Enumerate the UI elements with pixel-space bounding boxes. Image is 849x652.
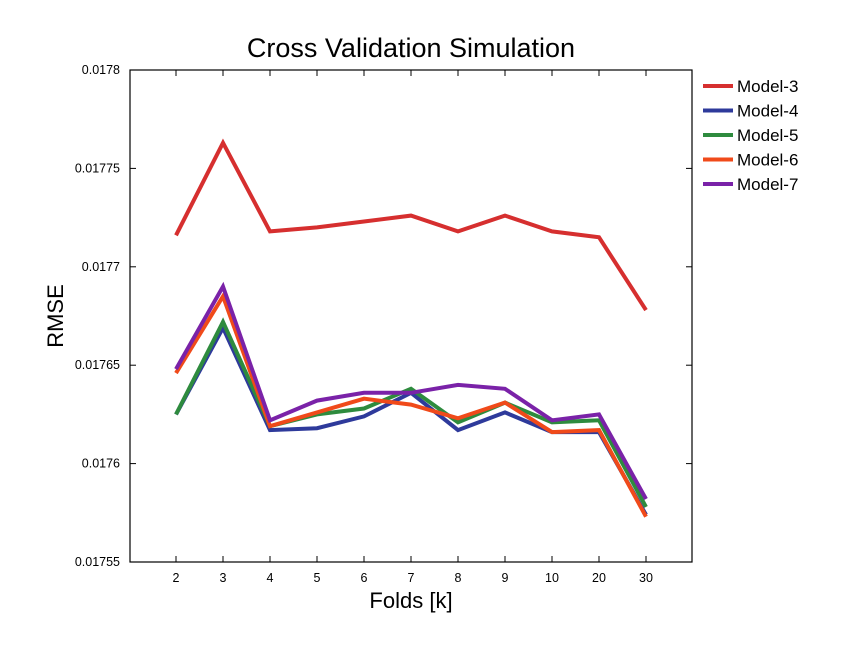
legend-label: Model-6: [737, 151, 798, 170]
legend-item-model-6: Model-6: [703, 151, 798, 170]
x-tick-label: 6: [361, 571, 368, 585]
legend-item-model-3: Model-3: [703, 77, 798, 96]
series-line-model-3: [174, 138, 648, 312]
series-line-model-7: [174, 281, 648, 500]
y-axis-ticks: 0.01755 0.0176 0.01765 0.0177 0.01775 0.0178: [75, 63, 692, 569]
series-line-model-6: [174, 291, 648, 518]
y-axis-label: RMSE: [43, 284, 68, 348]
legend-item-model-5: Model-5: [703, 126, 798, 145]
legend-label: Model-3: [737, 77, 798, 96]
legend-label: Model-5: [737, 126, 798, 145]
x-tick-label: 4: [267, 571, 274, 585]
x-tick-label: 3: [220, 571, 227, 585]
y-tick-label: 0.0176: [82, 457, 120, 471]
x-tick-label: 30: [639, 571, 653, 585]
legend-label: Model-7: [737, 175, 798, 194]
plot-frame: [129, 69, 693, 563]
legend-item-model-4: Model-4: [703, 102, 798, 121]
x-tick-label: 5: [314, 571, 321, 585]
x-tick-label: 8: [455, 571, 462, 585]
legend-item-model-7: Model-7: [703, 175, 798, 194]
x-tick-label: 20: [592, 571, 606, 585]
y-tick-label: 0.0177: [82, 260, 120, 274]
series-lines: [174, 138, 648, 518]
y-tick-label: 0.0178: [82, 63, 120, 77]
y-tick-label: 0.01755: [75, 555, 120, 569]
series-line-model-5: [174, 317, 648, 508]
x-tick-label: 10: [545, 571, 559, 585]
x-tick-label: 7: [408, 571, 415, 585]
x-tick-label: 2: [173, 571, 180, 585]
x-tick-label: 9: [502, 571, 509, 585]
legend-label: Model-4: [737, 102, 798, 121]
x-axis-label: Folds [k]: [369, 588, 452, 613]
chart-title: Cross Validation Simulation: [247, 33, 575, 63]
y-tick-label: 0.01775: [75, 161, 120, 175]
x-axis-ticks: 2 3 4 5 6 7 8 9 10 20 30: [173, 70, 653, 585]
y-tick-label: 0.01765: [75, 358, 120, 372]
legend: Model-3 Model-4 Model-5 Model-6 Model-7: [703, 77, 798, 194]
